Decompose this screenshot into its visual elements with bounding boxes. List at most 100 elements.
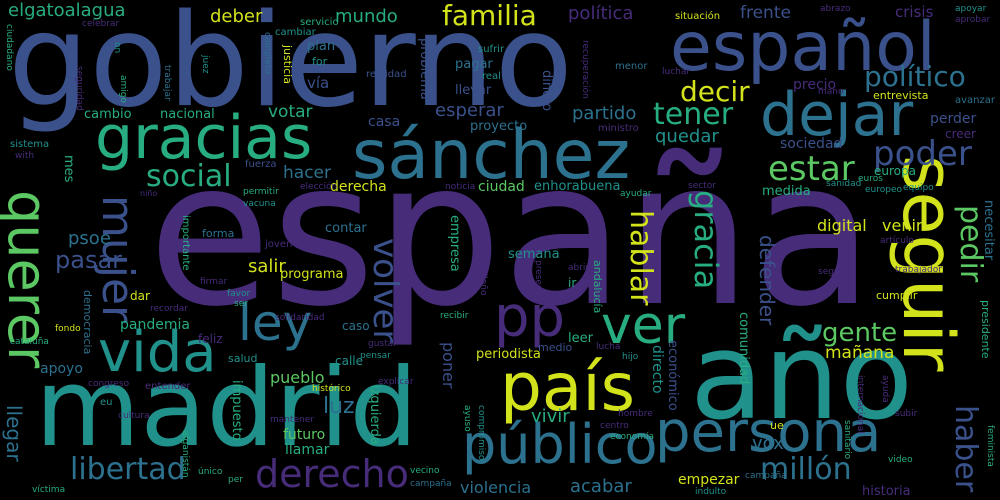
word-creer: creer [945, 127, 976, 141]
word-problema: problema [417, 38, 432, 100]
word-plan: plan [307, 39, 336, 54]
word-pedir: pedir [953, 205, 988, 283]
word-historico: histórico [312, 384, 351, 394]
word-defender: defender [755, 235, 779, 326]
word-derecho: derecho [255, 452, 409, 496]
word-gente: gente [822, 318, 898, 348]
word-hacer: hacer [283, 163, 331, 183]
word-nacional: nacional [160, 107, 215, 122]
word-caso: caso [342, 319, 370, 333]
word-ministro: ministro [598, 123, 639, 134]
word-gustar: gustar [368, 339, 397, 349]
word-salir: salir [248, 256, 286, 277]
word-permitir: permitir [243, 187, 279, 197]
word-democracia: democracia [81, 290, 94, 355]
word-poder: poder [873, 134, 972, 174]
word-cultura: cultura [118, 411, 150, 421]
word-espana: españa [148, 118, 875, 351]
word-andalucia: andalucía [591, 260, 604, 314]
word-with: with [15, 151, 35, 161]
word-psoe: psoe [68, 228, 111, 249]
word-millon: millón [760, 452, 852, 487]
word-ayuso: ayuso [462, 405, 472, 432]
word-gracia: gracia [687, 190, 725, 290]
word-eu: eu [100, 397, 113, 408]
word-estar: estar [768, 149, 855, 189]
word-politico: político [864, 60, 966, 93]
word-casa: casa [368, 114, 401, 130]
word-sector: sector [688, 181, 716, 191]
word-victima: víctima [32, 485, 66, 495]
word-recibir: recibir [440, 311, 469, 321]
word-apoyar: apoyar [955, 4, 987, 14]
word-proyecto: proyecto [470, 119, 528, 134]
word-mantener: mantener [270, 415, 314, 425]
word-abrazo: abrazo [820, 4, 851, 14]
word-madrileno: madrileño [478, 250, 488, 296]
word-noche: noche [536, 237, 564, 247]
word-feminista: feminista [985, 425, 995, 467]
word-pais: país [500, 349, 636, 426]
word-politica: política [568, 3, 634, 24]
word-fondo: fondo [55, 324, 81, 334]
word-favor: favor [227, 289, 251, 299]
word-medio: medio [538, 341, 573, 354]
word-precio: precio [793, 77, 837, 93]
word-pandemia: pandemia [120, 317, 190, 333]
word-sanchez: sánchez [352, 116, 631, 195]
word-completo: completo [262, 32, 272, 75]
word-gobierno: gobierno [8, 0, 573, 136]
word-firmar: firmar [200, 277, 228, 287]
word-gracias: gracias [95, 103, 313, 173]
word-sanidad: sanidad [826, 179, 862, 189]
word-digital: digital [817, 216, 867, 235]
word-volver: volver [365, 238, 405, 344]
word-amigo: amigo [118, 75, 128, 104]
word-empresa: empresa [447, 215, 462, 272]
word-realidad: realidad [366, 69, 407, 80]
word-leer: leer [568, 331, 593, 346]
word-situacion: situación [675, 11, 721, 22]
word-on: on [112, 42, 122, 54]
word-equipo: equipo [903, 183, 934, 193]
word-comunidad: comunidad [736, 312, 751, 385]
word-recordar: recordar [150, 304, 188, 314]
word-afganistan: afganistán [180, 430, 190, 478]
word-mes: mes [61, 155, 76, 183]
word-menor: menor [615, 61, 648, 72]
word-entrevista: entrevista [873, 89, 929, 102]
word-ue: ue [770, 419, 784, 432]
word-feliz: feliz [198, 332, 223, 346]
word-importante: importante [180, 215, 191, 271]
word-deber: deber [210, 6, 263, 27]
word-dejar: dejar [760, 80, 914, 150]
word-tener: tener [653, 97, 734, 132]
word-europa: europa [874, 164, 916, 178]
word-seguridad: seguridad [74, 66, 84, 111]
word-hombre: hombre [618, 409, 653, 419]
word-via: vía [307, 74, 330, 92]
word-acabar: acabar [570, 476, 632, 497]
word-venir: venir [882, 216, 923, 235]
word-salud: salud [228, 352, 258, 365]
word-votar: votar [268, 102, 313, 122]
word-pagar: pagar [455, 57, 493, 72]
word-entender: entender [145, 381, 191, 392]
word-juez: juez [200, 55, 210, 74]
word-sistema: sistema [10, 139, 50, 150]
word-joven: joven [265, 239, 293, 250]
word-partido: partido [572, 103, 637, 124]
word-llevar: llevar [455, 83, 492, 98]
word-trabajador: trabajador [895, 265, 942, 275]
word-decir: decir [680, 75, 750, 108]
word-seguir: seguir [887, 155, 969, 372]
word-vox: vox [752, 433, 784, 454]
word-presentar: presentar [533, 260, 543, 304]
word-forma: forma [202, 227, 235, 240]
word-dar: dar [130, 289, 150, 303]
word-per: per [228, 475, 243, 485]
word-querer: querer [0, 190, 59, 369]
word-crisis: crisis [895, 3, 934, 21]
word-medida: medida [762, 184, 811, 199]
word-trabajar: trabajar [162, 65, 172, 101]
